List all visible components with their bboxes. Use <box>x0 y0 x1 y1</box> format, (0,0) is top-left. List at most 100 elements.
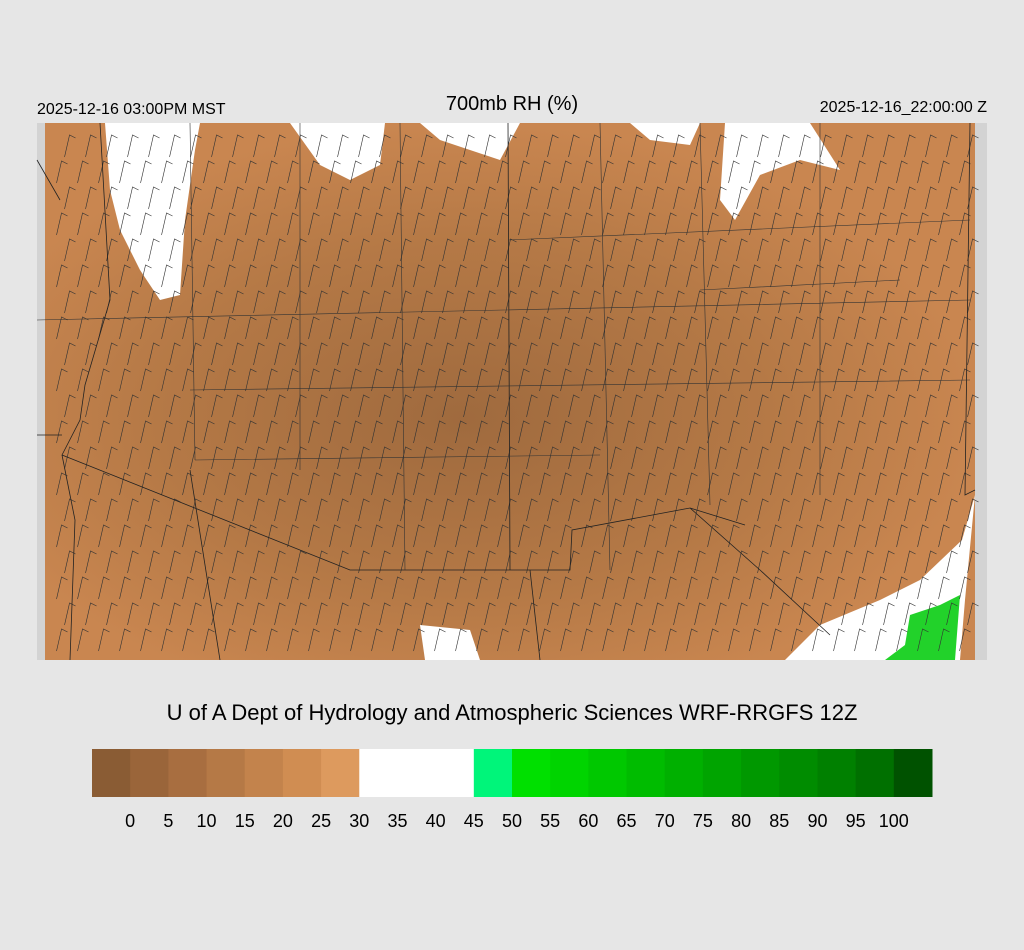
wind-barb <box>686 576 698 600</box>
wind-barb <box>602 368 614 392</box>
wind-barb <box>946 342 958 366</box>
wind-barb <box>812 420 824 444</box>
wind-barb <box>161 160 173 184</box>
wind-barb <box>749 368 761 392</box>
wind-barb <box>694 446 706 470</box>
wind-barb <box>148 290 160 314</box>
wind-barb <box>505 290 517 314</box>
wind-barb <box>736 134 748 158</box>
colorbar-label: 60 <box>578 811 598 831</box>
wind-barb <box>841 290 853 314</box>
wind-barb <box>547 342 559 366</box>
wind-barb <box>148 134 160 158</box>
wind-barb <box>707 472 719 496</box>
map-title: 700mb RH (%) <box>446 93 578 115</box>
wind-barb <box>379 290 391 314</box>
wind-barb <box>854 264 866 288</box>
wind-barb <box>736 238 748 262</box>
wind-barb <box>245 628 257 652</box>
wind-barb <box>757 238 769 262</box>
wind-barb <box>350 368 362 392</box>
wind-barb <box>526 498 538 522</box>
wind-barb <box>287 264 299 288</box>
wind-barb <box>203 628 215 652</box>
wind-barb <box>98 316 110 340</box>
valid-local: 2025-12-16 03:00PM MST <box>37 101 226 118</box>
wind-barb <box>812 160 824 184</box>
wind-barb <box>736 290 748 314</box>
wind-barb <box>560 524 572 548</box>
colorbar-label: 30 <box>349 811 369 831</box>
wind-barb <box>308 316 320 340</box>
wind-barb <box>442 134 454 158</box>
wind-barb <box>400 602 412 626</box>
wind-barb <box>589 238 601 262</box>
wind-barb <box>245 160 257 184</box>
wind-barb <box>77 420 89 444</box>
wind-barb <box>245 316 257 340</box>
wind-barb <box>673 550 685 574</box>
wind-barb <box>812 576 824 600</box>
wind-barb <box>749 628 761 652</box>
wind-barb <box>770 628 782 652</box>
wind-barb <box>589 186 601 210</box>
wind-barb <box>379 238 391 262</box>
wind-barb <box>841 238 853 262</box>
wind-barb <box>568 394 580 418</box>
wind-barb <box>757 290 769 314</box>
wind-barb <box>476 524 488 548</box>
wind-barb <box>287 576 299 600</box>
wind-barb <box>602 160 614 184</box>
wind-barb <box>526 186 538 210</box>
wind-barb <box>652 134 664 158</box>
wind-barb <box>841 394 853 418</box>
wind-barb <box>119 316 131 340</box>
wind-barb <box>169 342 181 366</box>
wind-barb <box>392 576 404 600</box>
wind-barb <box>434 420 446 444</box>
wind-barb <box>686 628 698 652</box>
wind-barb <box>673 186 685 210</box>
wind-barb <box>476 264 488 288</box>
wind-barb <box>400 394 412 418</box>
wind-barb <box>497 368 509 392</box>
wind-barb <box>308 212 320 236</box>
wind-barb <box>358 186 370 210</box>
wind-barb <box>169 550 181 574</box>
wind-barb <box>862 134 874 158</box>
wind-barb <box>476 212 488 236</box>
wind-barb <box>812 212 824 236</box>
wind-barb <box>518 576 530 600</box>
wind-barb <box>560 420 572 444</box>
wind-barb <box>610 342 622 366</box>
wind-barb <box>329 524 341 548</box>
wind-barb <box>350 576 362 600</box>
wind-barb <box>736 394 748 418</box>
wind-barb <box>854 212 866 236</box>
wind-barb <box>413 264 425 288</box>
wind-barb <box>736 342 748 366</box>
wind-barb <box>413 524 425 548</box>
wind-barb <box>308 524 320 548</box>
wind-barb <box>455 316 467 340</box>
wind-barb <box>833 524 845 548</box>
wind-barb <box>140 420 152 444</box>
wind-barb <box>190 290 202 314</box>
wind-barb <box>539 472 551 496</box>
wind-barb <box>203 524 215 548</box>
wind-barb <box>938 472 950 496</box>
wind-barb <box>925 550 937 574</box>
wind-barb <box>728 472 740 496</box>
wind-barb <box>665 524 677 548</box>
colorbar-label: 90 <box>807 811 827 831</box>
wind-barb <box>518 264 530 288</box>
colorbar-swatch <box>435 749 475 797</box>
wind-barb <box>203 264 215 288</box>
moist-area <box>420 625 480 660</box>
wind-barb <box>736 446 748 470</box>
wind-barb <box>497 316 509 340</box>
wind-barb <box>224 576 236 600</box>
wind-barb <box>413 576 425 600</box>
wind-barb <box>329 316 341 340</box>
wind-barb <box>400 134 412 158</box>
